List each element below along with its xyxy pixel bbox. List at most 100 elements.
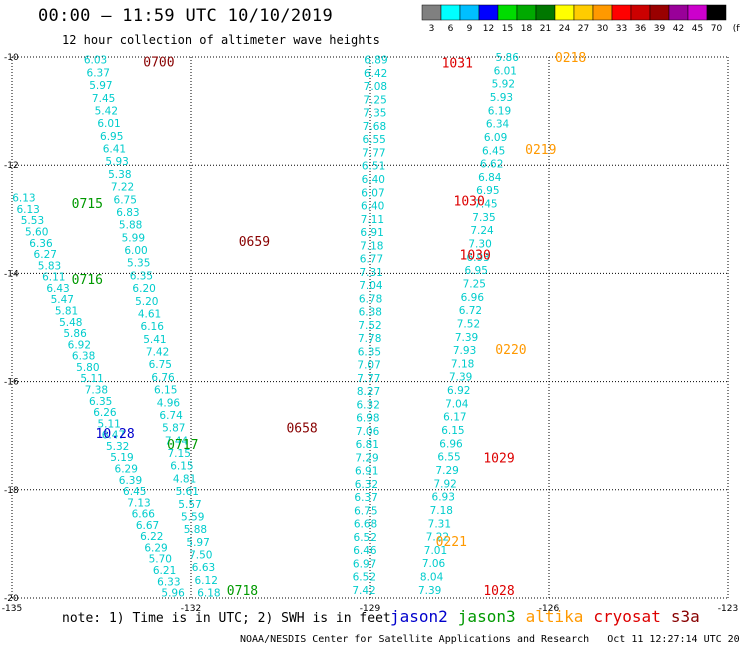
wave-height-value: 6.55 [362, 134, 385, 146]
wave-height-value: 5.61 [176, 486, 199, 498]
wave-height-value: 6.41 [103, 144, 126, 156]
x-tick-label: -129 [360, 604, 381, 614]
wave-height-value: 6.18 [197, 588, 220, 600]
wave-height-value: 6.13 [12, 193, 35, 205]
colorbar-label: (ft) [733, 24, 740, 34]
wave-height-value: 6.21 [153, 565, 176, 577]
wave-height-value: 5.11 [80, 373, 103, 385]
wave-height-value: 4.81 [173, 473, 196, 485]
wave-height-value: 6.40 [362, 174, 385, 186]
wave-height-value: 6.29 [144, 542, 167, 554]
wave-height-value: 5.86 [496, 52, 520, 64]
wave-height-value: 6.97 [353, 558, 376, 570]
wave-height-value: 6.68 [354, 519, 377, 531]
wave-height-value: 5.38 [108, 169, 131, 181]
wave-height-value: 5.59 [181, 511, 204, 523]
x-tick-label: -126 [539, 604, 560, 614]
wave-height-value: 7.08 [364, 81, 387, 93]
wave-height-value: 5.70 [149, 554, 172, 566]
wave-height-value: 6.63 [192, 562, 215, 574]
wave-height-value: 7.50 [189, 550, 212, 562]
wave-height-value: 7.45 [92, 93, 115, 105]
wave-height-value: 6.29 [115, 463, 138, 475]
wave-height-value: 5.53 [21, 215, 44, 227]
pass-time-label: 0717 [167, 438, 198, 453]
wave-height-value: 6.42 [364, 68, 387, 80]
wave-height-value: 5.80 [76, 362, 99, 374]
colorbar-swatch [497, 4, 518, 21]
pass-time-label: 0658 [286, 422, 317, 437]
wave-height-value: 5.19 [110, 452, 133, 464]
wave-height-value: 7.78 [358, 333, 381, 345]
wave-height-value: 6.35 [130, 270, 153, 282]
wave-height-value: 5.20 [135, 296, 158, 308]
wave-height-value: 6.40 [361, 201, 384, 213]
y-tick-label: -18 [4, 486, 19, 496]
wave-height-value: 6.11 [42, 272, 65, 284]
wave-height-value: 7.42 [146, 347, 169, 359]
wave-height-value: 6.43 [46, 283, 69, 295]
wave-height-value: 6.32 [355, 479, 378, 491]
wave-height-value: 5.96 [161, 588, 185, 600]
wave-height-value: 4.61 [138, 308, 161, 320]
wave-height-value: 5.41 [143, 334, 166, 346]
wave-height-value: 7.01 [424, 545, 447, 557]
wave-height-value: 6.66 [132, 509, 156, 521]
y-tick-label: -12 [4, 161, 19, 171]
wave-height-value: 5.57 [178, 499, 201, 511]
wave-height-value: 6.55 [437, 452, 460, 464]
wave-height-value: 6.26 [93, 407, 117, 419]
wave-height-value: 6.13 [16, 204, 39, 216]
colorbar-label: 33 [616, 24, 627, 34]
wave-height-value: 7.92 [433, 478, 456, 490]
wave-height-value: 6.39 [119, 475, 142, 487]
colorbar-swatch [611, 4, 632, 21]
chart-subtitle: 12 hour collection of altimeter wave hei… [62, 33, 380, 47]
wave-height-value: 6.15 [170, 461, 193, 473]
wave-height-value: 7.35 [472, 212, 495, 224]
satellite-legend: jason2 jason3 altika cryosat s3a [390, 607, 710, 626]
wave-height-value: 6.46 [353, 545, 377, 557]
wave-height-value: 6.92 [68, 339, 91, 351]
wave-height-value: 7.77 [362, 147, 385, 159]
pass-time-label: 1031 [442, 56, 473, 71]
wave-height-value: 6.35 [89, 396, 112, 408]
wave-height-value: 6.37 [354, 492, 377, 504]
satellite-tracks: 6.036.375.977.455.426.016.956.415.935.38… [12, 52, 519, 600]
colorbar-label: 3 [429, 24, 435, 34]
legend-jason2: jason2 [390, 607, 448, 626]
pass-time-label: 0715 [72, 197, 103, 212]
wave-height-value: 5.88 [119, 220, 142, 232]
wave-height-value: 7.29 [435, 465, 458, 477]
colorbar-label: 45 [692, 24, 703, 34]
units-note: note: 1) Time is in UTC; 2) SWH is in fe… [62, 611, 391, 626]
wave-height-value: 6.45 [482, 145, 505, 157]
x-tick-label: -132 [181, 604, 201, 614]
wave-height-value: 6.52 [353, 572, 376, 584]
colorbar-swatch [440, 4, 461, 21]
wave-height-value: 6.95 [465, 265, 488, 277]
colorbar-swatch [459, 4, 480, 21]
wave-height-value: 6.91 [360, 227, 383, 239]
wave-height-value: 8.04 [420, 572, 444, 584]
pass-time-label: 0716 [72, 273, 103, 288]
pass-time-label: 0718 [227, 584, 258, 599]
wave-height-value: 6.93 [466, 252, 489, 264]
wave-height-value: 7.31 [428, 518, 451, 530]
pass-time-label: 0221 [436, 535, 467, 550]
wave-height-value: 7.42 [352, 585, 375, 597]
y-tick-label: -16 [4, 378, 19, 388]
colorbar-swatch [421, 4, 442, 21]
wave-height-value: 7.18 [360, 240, 383, 252]
wave-height-value: 5.48 [59, 317, 82, 329]
colorbar-swatch [573, 4, 594, 21]
colorbar-swatch [687, 4, 708, 21]
wave-height-value: 7.52 [457, 318, 480, 330]
pass-time-label: 0700 [143, 55, 174, 70]
wave-height-value: 6.12 [195, 575, 218, 587]
wave-height-value: 6.74 [159, 410, 183, 422]
legend-s3a: s3a [670, 607, 700, 626]
wave-height-value: 6.96 [439, 438, 463, 450]
wave-height-value: 7.68 [363, 121, 386, 133]
